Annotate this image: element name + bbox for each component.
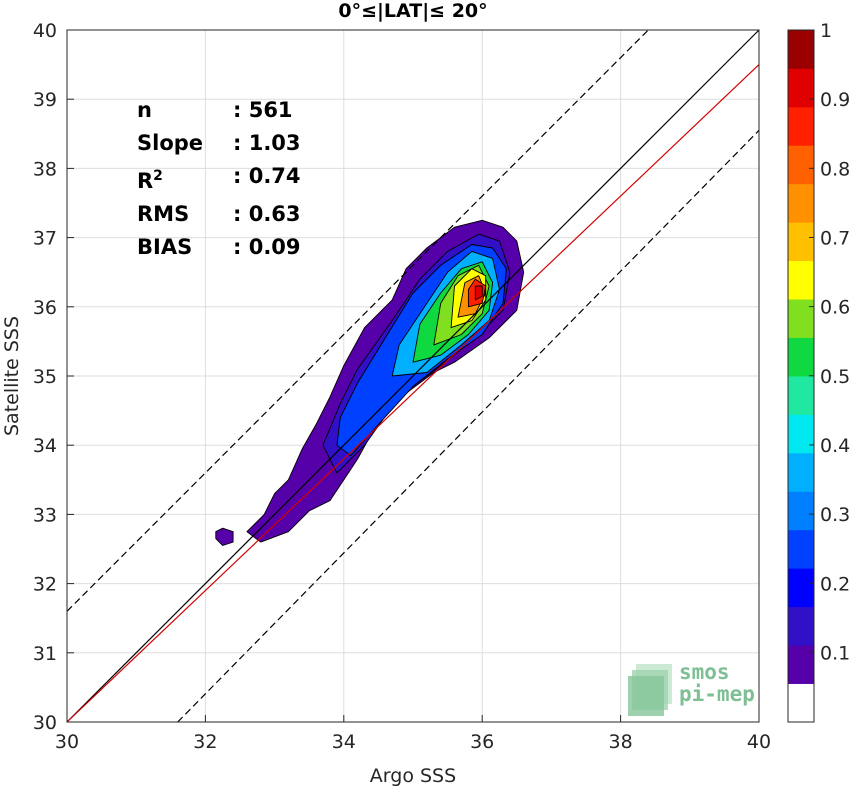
stat-rms-value: : 0.63 bbox=[233, 202, 301, 226]
stat-slope: Slope : 1.03 bbox=[137, 127, 301, 160]
x-tick-label-1: 32 bbox=[193, 731, 217, 753]
stat-rms: RMS : 0.63 bbox=[137, 198, 301, 231]
stat-n-value: : 561 bbox=[233, 98, 293, 122]
x-tick-label-4: 38 bbox=[609, 731, 633, 753]
colorbar-label-6: 0.7 bbox=[820, 227, 850, 249]
y-ticks: 30 31 32 33 34 35 36 37 38 39 40 bbox=[33, 20, 74, 734]
y-tick-label-3: 33 bbox=[33, 504, 57, 526]
colorbar-segment-13 bbox=[788, 183, 814, 223]
stat-n-label: n bbox=[137, 98, 152, 122]
colorbar: 0.1 0.2 0.3 0.4 0.5 0.6 0.7 0.8 0.9 1 bbox=[787, 20, 850, 723]
colorbar-segment-14 bbox=[788, 145, 814, 185]
stat-bias-value: : 0.09 bbox=[233, 235, 301, 259]
colorbar-segment-16 bbox=[788, 68, 814, 108]
colorbar-label-7: 0.8 bbox=[820, 158, 850, 180]
y-tick-label-10: 40 bbox=[33, 20, 57, 42]
colorbar-segment-5 bbox=[788, 491, 814, 531]
line-3 bbox=[177, 129, 760, 723]
stat-r2-sup: 2 bbox=[153, 168, 163, 184]
y-tick-label-9: 39 bbox=[33, 89, 57, 111]
stat-rms-label: RMS bbox=[137, 202, 190, 226]
colorbar-label-9: 1 bbox=[820, 20, 832, 42]
stats-box: n : 561 Slope : 1.03 R2 : 0.74 RMS : 0.63 BI… bbox=[137, 94, 301, 264]
chart-title: 0°≤|LAT|≤ 20° bbox=[338, 0, 487, 22]
colorbar-label-1: 0.2 bbox=[820, 573, 850, 595]
stat-r2-label: R bbox=[137, 169, 154, 193]
colorbar-label-2: 0.3 bbox=[820, 504, 850, 526]
colorbar-segment-15 bbox=[788, 106, 814, 146]
reference-lines bbox=[66, 29, 760, 723]
colorbar-segment-12 bbox=[788, 222, 814, 262]
line-2 bbox=[66, 29, 649, 612]
colorbar-label-3: 0.4 bbox=[820, 435, 850, 457]
y-tick-label-1: 31 bbox=[33, 643, 57, 665]
colorbar-segment-11 bbox=[788, 260, 814, 300]
colorbar-label-0: 0.1 bbox=[820, 642, 850, 664]
y-axis-label: Satellite SSS bbox=[1, 316, 23, 436]
logo-line1: smos bbox=[679, 660, 730, 684]
colorbar-segment-2 bbox=[788, 606, 814, 646]
colorbar-segment-3 bbox=[788, 568, 814, 608]
stat-bias: BIAS : 0.09 bbox=[137, 231, 301, 264]
colorbar-label-8: 0.9 bbox=[820, 89, 850, 111]
stat-n: n : 561 bbox=[137, 94, 301, 127]
density-contours bbox=[215, 219, 525, 546]
colorbar-segment-8 bbox=[788, 376, 814, 415]
y-tick-label-4: 34 bbox=[33, 435, 57, 457]
y-tick-label-0: 30 bbox=[33, 712, 57, 734]
x-tick-label-2: 34 bbox=[332, 731, 356, 753]
x-tick-label-3: 36 bbox=[470, 731, 494, 753]
y-tick-label-6: 36 bbox=[33, 297, 57, 319]
grid bbox=[66, 29, 760, 723]
colorbar-segment-0 bbox=[788, 683, 814, 723]
colorbar-segment-4 bbox=[788, 529, 814, 569]
smos-pimep-logo: smos pi-mep bbox=[624, 660, 759, 720]
y-tick-label-5: 35 bbox=[33, 366, 57, 388]
stat-r2-value: : 0.74 bbox=[233, 164, 301, 188]
logo-waves-icon bbox=[628, 664, 672, 716]
stat-slope-label: Slope bbox=[137, 131, 204, 155]
colorbar-segment-9 bbox=[788, 337, 814, 377]
colorbar-segment-6 bbox=[788, 452, 814, 492]
colorbar-label-5: 0.6 bbox=[820, 297, 850, 319]
x-ticks: 30 32 34 36 38 40 bbox=[55, 715, 771, 753]
stat-slope-value: : 1.03 bbox=[233, 131, 301, 155]
line-1 bbox=[66, 64, 760, 723]
x-tick-label-0: 30 bbox=[55, 731, 79, 753]
y-tick-label-8: 38 bbox=[33, 158, 57, 180]
stat-r2: R2 : 0.74 bbox=[137, 160, 301, 198]
contour-10 bbox=[474, 285, 483, 301]
colorbar-segment-7 bbox=[788, 414, 814, 454]
y-tick-label-2: 32 bbox=[33, 574, 57, 596]
colorbar-label-4: 0.5 bbox=[820, 366, 850, 388]
x-axis-label: Argo SSS bbox=[370, 765, 456, 787]
colorbar-segment-1 bbox=[788, 645, 814, 684]
line-0 bbox=[66, 29, 760, 723]
logo-line2: pi-mep bbox=[679, 682, 755, 706]
colorbar-segment-17 bbox=[788, 30, 814, 69]
x-tick-label-5: 40 bbox=[747, 731, 771, 753]
stat-bias-label: BIAS bbox=[137, 235, 193, 259]
contour-1 bbox=[215, 527, 234, 546]
y-tick-label-7: 37 bbox=[33, 228, 57, 250]
colorbar-segment-10 bbox=[788, 299, 814, 338]
